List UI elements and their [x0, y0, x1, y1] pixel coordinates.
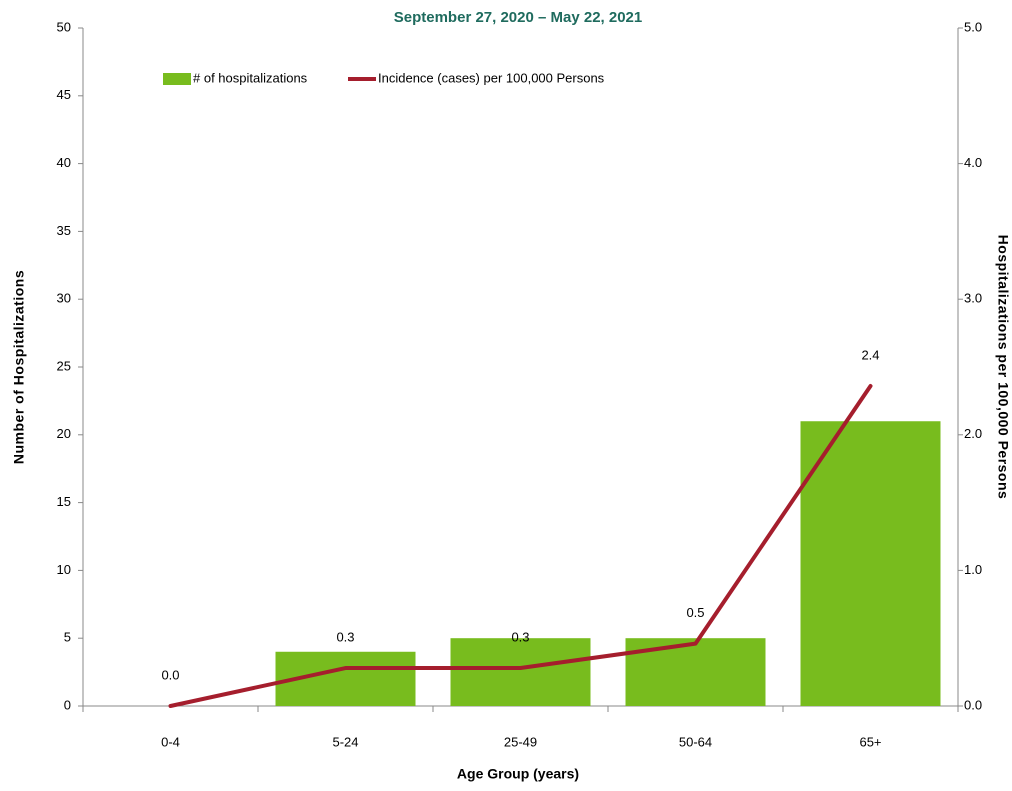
y-tick-label: 40: [57, 155, 71, 170]
y-tick-label: 45: [57, 87, 71, 102]
y2-tick-label: 2.0: [964, 426, 982, 441]
legend-swatch: [163, 73, 191, 85]
data-label: 2.4: [861, 347, 879, 362]
y2-tick-label: 4.0: [964, 155, 982, 170]
x-tick-label: 50-64: [679, 734, 712, 749]
x-tick-label: 0-4: [161, 734, 180, 749]
data-label: 0.5: [686, 605, 704, 620]
y-tick-label: 10: [57, 562, 71, 577]
y-tick-label: 25: [57, 358, 71, 373]
x-axis-title: Age Group (years): [457, 766, 579, 782]
y2-tick-label: 0.0: [964, 697, 982, 712]
y-tick-label: 5: [64, 630, 71, 645]
y-tick-label: 15: [57, 494, 71, 509]
legend-label: Incidence (cases) per 100,000 Persons: [378, 70, 605, 85]
y2-axis-title: Hospitalizations per 100,000 Persons: [995, 235, 1011, 500]
y-tick-label: 30: [57, 291, 71, 306]
bar: [800, 421, 941, 706]
y2-tick-label: 3.0: [964, 291, 982, 306]
x-tick-label: 65+: [859, 734, 881, 749]
data-label: 0.0: [161, 667, 179, 682]
y-tick-label: 0: [64, 697, 71, 712]
bar: [625, 638, 766, 706]
y-axis-title: Number of Hospitalizations: [11, 270, 27, 464]
y-tick-label: 50: [57, 19, 71, 34]
x-tick-label: 5-24: [332, 734, 358, 749]
y2-tick-label: 5.0: [964, 19, 982, 34]
line: [168, 383, 873, 708]
data-label: 0.3: [336, 629, 354, 644]
y-tick-label: 35: [57, 223, 71, 238]
chart-title: September 27, 2020 – May 22, 2021: [394, 9, 643, 26]
y2-tick-label: 1.0: [964, 562, 982, 577]
data-label: 0.3: [511, 629, 529, 644]
bar: [450, 638, 591, 706]
x-tick-label: 25-49: [504, 734, 537, 749]
y-tick-label: 20: [57, 426, 71, 441]
legend-label: # of hospitalizations: [193, 70, 308, 85]
